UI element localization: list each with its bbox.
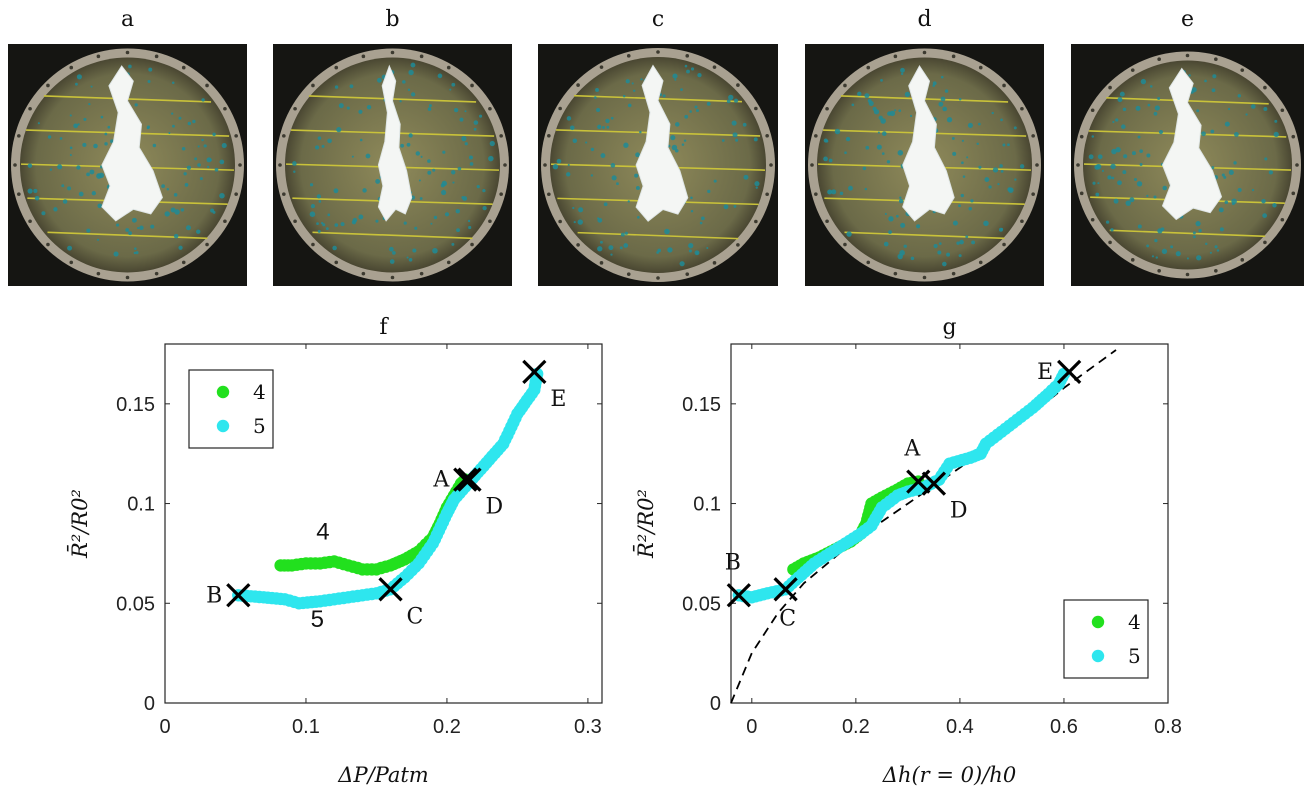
series-annotation: 5 — [311, 606, 324, 633]
photo-e: e — [1071, 7, 1304, 286]
x-tick-label: 0.6 — [1050, 716, 1078, 738]
photo-c: c — [538, 7, 778, 286]
legend-label: 5 — [1128, 644, 1141, 668]
x-axis-label: ΔP/Patm — [337, 763, 428, 787]
crack-region — [101, 65, 163, 222]
crack-region — [1161, 67, 1223, 221]
marker-E: E — [522, 359, 566, 412]
fit-curve — [730, 349, 1117, 704]
marker-label: A — [903, 437, 921, 462]
x-tick-label: 0.8 — [1154, 716, 1182, 738]
x-tick-label: 0.2 — [433, 716, 461, 738]
marker-label: D — [485, 495, 503, 520]
series-annotation: 4 — [316, 518, 329, 545]
legend-swatch — [1091, 615, 1105, 629]
legend-label: 5 — [253, 414, 266, 438]
chart-g: g 0 0.2 0.4 0.6 0.8 0 0.05 0.1 0.15 Δh(r = 0)/h0 R̄… — [633, 315, 1182, 787]
legend-label: 4 — [1128, 610, 1141, 634]
crack-region — [377, 64, 413, 222]
legend-swatch — [216, 419, 230, 433]
y-tick-label: 0 — [144, 693, 155, 715]
marker-E: E — [1037, 359, 1082, 385]
crack-region — [635, 64, 689, 222]
crack-region — [902, 65, 955, 222]
photo-label: d — [917, 7, 931, 32]
x-tick-label: 0.1 — [292, 716, 320, 738]
x-tick-label: 0 — [746, 716, 757, 738]
marker-label: E — [550, 387, 566, 412]
marker-label: D — [950, 499, 968, 524]
x-tick-label: 0.4 — [946, 716, 974, 738]
x-tick-label: 0 — [159, 716, 170, 738]
marker-D: D — [921, 471, 968, 524]
y-tick-label: 0.1 — [127, 494, 155, 516]
marker-label: B — [206, 583, 222, 608]
x-axis-label: Δh(r = 0)/h0 — [882, 763, 1016, 787]
legend: 45 — [188, 369, 274, 449]
marker-label: B — [725, 550, 741, 575]
photo-label: a — [121, 7, 134, 32]
legend-label: 4 — [253, 380, 266, 404]
photo-d: d — [805, 7, 1044, 286]
legend-swatch — [1091, 649, 1105, 663]
series-5 — [732, 367, 1071, 604]
photo-a: a — [8, 7, 247, 286]
chart-title: f — [379, 315, 389, 340]
photo-label: c — [652, 7, 664, 32]
marker-label: A — [432, 468, 450, 493]
marker-C: C — [773, 577, 798, 631]
photo-label: e — [1181, 7, 1194, 32]
marker-A: A — [432, 467, 478, 493]
y-tick-label: 0.1 — [693, 494, 721, 516]
photo-b: b — [273, 7, 512, 286]
y-tick-label: 0.05 — [116, 593, 155, 615]
legend-swatch — [216, 385, 230, 399]
y-tick-label: 0 — [710, 693, 721, 715]
y-axis-label: R̄²/R0² — [633, 489, 658, 559]
chart-f: f 0 0.1 0.2 0.3 0 0.05 0.1 0.15 ΔP/Patm R̄²/R0² A B C… — [67, 315, 603, 787]
marker-label: C — [407, 604, 424, 629]
y-tick-label: 0.15 — [116, 394, 155, 416]
marker-B: B — [206, 583, 251, 608]
marker-D: D — [457, 467, 503, 520]
marker-label: E — [1037, 360, 1053, 385]
y-axis-label: R̄²/R0² — [67, 489, 92, 559]
photo-label: b — [385, 7, 399, 32]
marker-label: C — [779, 606, 796, 631]
y-tick-label: 0.15 — [682, 394, 721, 416]
chart-title: g — [942, 315, 956, 340]
x-tick-label: 0.2 — [842, 716, 870, 738]
marker-B: B — [725, 550, 751, 608]
y-tick-label: 0.05 — [682, 593, 721, 615]
marker-A: A — [903, 437, 931, 494]
marker-C: C — [378, 577, 424, 629]
x-tick-label: 0.3 — [574, 716, 602, 738]
legend: 45 — [1063, 599, 1149, 679]
